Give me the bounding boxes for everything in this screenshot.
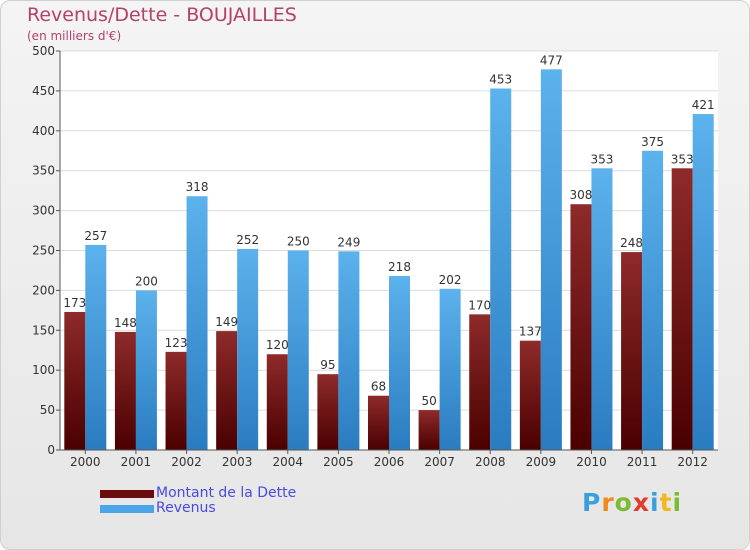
- x-tick-label: 2001: [121, 455, 152, 469]
- data-label-debt: 68: [371, 380, 386, 394]
- data-label-revenue: 257: [84, 229, 107, 243]
- x-tick-label: 2005: [323, 455, 354, 469]
- legend-item-revenue: Revenus: [100, 501, 296, 516]
- data-label-debt: 95: [320, 358, 335, 372]
- y-tick-label: 300: [32, 204, 55, 218]
- bar-debt: [216, 331, 238, 450]
- x-tick-label: 2004: [272, 455, 303, 469]
- data-label-debt: 120: [266, 338, 289, 352]
- data-label-revenue: 250: [287, 235, 310, 249]
- chart-title: Revenus/Dette - BOUJAILLES: [27, 4, 297, 26]
- data-label-debt: 170: [468, 298, 491, 312]
- bar-debt: [368, 395, 389, 450]
- x-tick-label: 2006: [374, 455, 405, 469]
- legend-label-debt: Montant de la Dette: [156, 485, 297, 501]
- y-tick-label: 350: [32, 164, 55, 178]
- data-label-revenue: 202: [439, 273, 462, 287]
- data-label-revenue: 421: [692, 98, 715, 112]
- legend-item-debt: Montant de la Dette: [100, 486, 296, 501]
- x-tick-label: 2009: [526, 455, 557, 469]
- bar-revenue: [237, 248, 259, 450]
- y-tick-label: 50: [40, 403, 55, 417]
- bar-revenue: [439, 288, 461, 450]
- bar-revenue: [389, 276, 410, 450]
- data-label-debt: 173: [63, 296, 86, 310]
- data-label-debt: 353: [671, 152, 694, 166]
- bar-debt: [621, 252, 643, 450]
- data-label-debt: 137: [519, 325, 542, 339]
- bar-debt: [418, 410, 440, 450]
- y-tick-label: 200: [32, 283, 55, 297]
- legend: Montant de la Dette Revenus: [100, 486, 296, 516]
- bar-revenue: [642, 150, 664, 450]
- bar-debt: [114, 331, 136, 450]
- x-tick-label: 2003: [222, 455, 253, 469]
- bar-debt: [570, 204, 592, 450]
- bar-revenue: [540, 69, 562, 450]
- y-tick-label: 400: [32, 124, 55, 138]
- bar-debt: [469, 314, 491, 450]
- bar-revenue: [490, 88, 512, 451]
- y-tick-label: 450: [32, 84, 55, 98]
- legend-label-revenue: Revenus: [156, 500, 216, 516]
- x-tick-label: 2010: [576, 455, 607, 469]
- y-tick-label: 100: [32, 363, 55, 377]
- bar-debt: [317, 374, 339, 450]
- bar-debt: [266, 354, 288, 450]
- y-tick-label: 150: [32, 323, 55, 337]
- data-label-revenue: 353: [591, 152, 614, 166]
- bar-revenue: [692, 114, 714, 451]
- data-label-revenue: 375: [641, 135, 664, 149]
- bar-revenue: [186, 196, 208, 450]
- x-tick-label: 2012: [677, 455, 708, 469]
- y-tick-label: 0: [47, 443, 55, 457]
- data-label-debt: 123: [165, 336, 188, 350]
- data-label-debt: 149: [215, 315, 238, 329]
- x-tick-label: 2002: [171, 455, 202, 469]
- bar-revenue: [591, 168, 613, 450]
- data-label-debt: 148: [114, 316, 137, 330]
- proxiti-logo: Proxiti: [582, 488, 683, 517]
- data-label-debt: 248: [620, 236, 643, 250]
- y-tick-label: 500: [32, 44, 55, 58]
- bar-debt: [671, 168, 693, 450]
- chart-subtitle: (en milliers d'€): [27, 29, 122, 43]
- bar-debt: [165, 351, 187, 450]
- legend-swatch-debt: [100, 489, 154, 498]
- data-label-revenue: 477: [540, 53, 563, 67]
- x-tick-label: 2011: [627, 455, 658, 469]
- bar-revenue: [85, 244, 107, 450]
- bar-revenue: [338, 251, 360, 450]
- x-tick-label: 2000: [70, 455, 101, 469]
- bar-debt: [519, 340, 541, 450]
- data-label-revenue: 218: [388, 260, 411, 274]
- bar-revenue: [287, 250, 309, 450]
- bar-revenue: [135, 290, 157, 450]
- data-label-revenue: 249: [337, 235, 360, 249]
- data-label-debt: 50: [421, 394, 436, 408]
- x-tick-label: 2008: [475, 455, 506, 469]
- x-tick-label: 2007: [424, 455, 455, 469]
- data-label-revenue: 200: [135, 274, 158, 288]
- data-label-revenue: 318: [186, 180, 209, 194]
- legend-swatch-revenue: [100, 504, 154, 513]
- bar-debt: [64, 311, 86, 450]
- data-label-revenue: 252: [236, 233, 259, 247]
- data-label-debt: 308: [570, 188, 593, 202]
- y-tick-label: 250: [32, 244, 55, 258]
- data-label-revenue: 453: [489, 73, 512, 87]
